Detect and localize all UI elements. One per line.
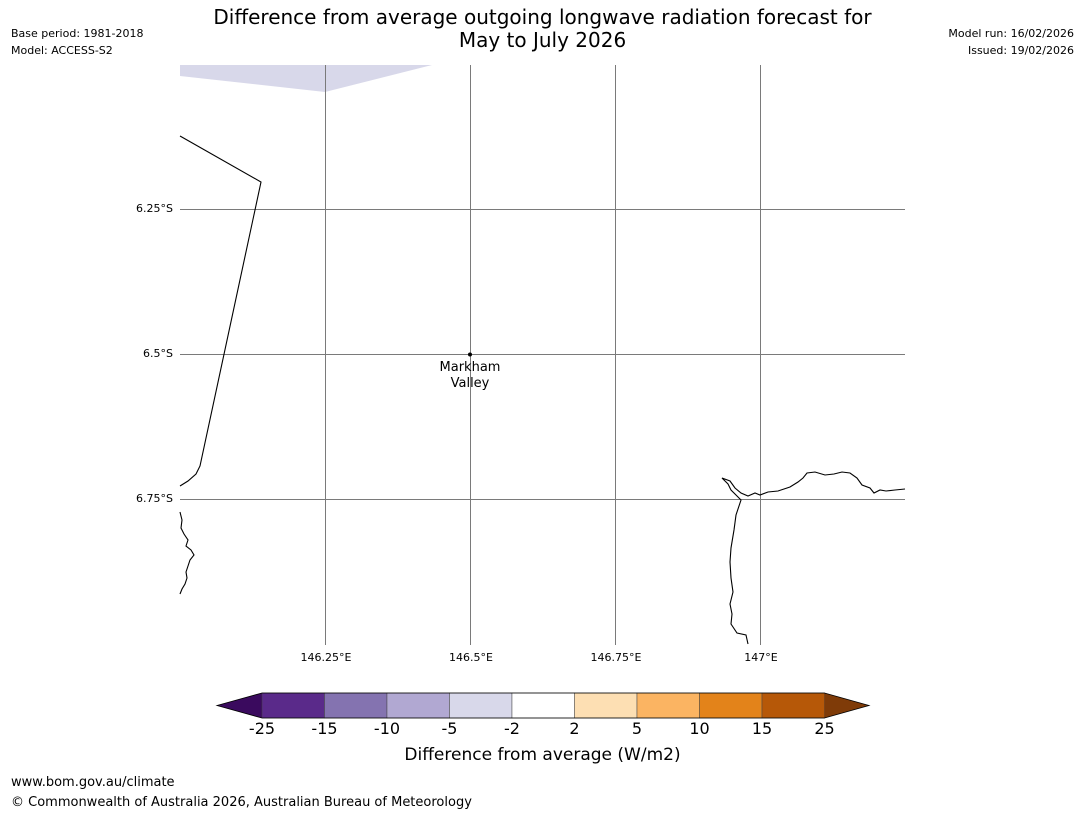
colorbar-segment xyxy=(636,692,700,719)
coastlines xyxy=(179,135,906,645)
footer-url[interactable]: www.bom.gov.au/climate xyxy=(11,775,175,790)
colorbar-tick-label: -2 xyxy=(504,719,520,738)
colorbar-tick-label: -25 xyxy=(248,719,276,738)
colorbar-tick-label: -15 xyxy=(311,719,338,738)
colorbar-segment xyxy=(324,692,388,719)
place-line-2: Valley xyxy=(450,376,490,391)
gridlines xyxy=(180,65,905,645)
colorbar-tick-label: 5 xyxy=(631,719,643,738)
border-line xyxy=(179,135,262,487)
colorbar-outline xyxy=(215,692,871,719)
coastline-west xyxy=(179,511,195,595)
colorbar-segment xyxy=(386,692,450,719)
title-line-2: May to July 2026 xyxy=(458,28,627,52)
lon-label: 147°E xyxy=(744,651,778,664)
colorbar-segment xyxy=(574,692,638,719)
place-line-1: Markham xyxy=(439,360,501,375)
colorbar-tick-label: -10 xyxy=(373,719,401,738)
title-line-1: Difference from average outgoing longwav… xyxy=(213,5,872,29)
lat-label: 6.25°S xyxy=(136,202,173,215)
markham-valley-point xyxy=(468,352,472,357)
model-run: Model run: 16/02/2026 xyxy=(948,27,1074,40)
colorbar-extend-max xyxy=(824,693,869,718)
lon-label: 146.25°E xyxy=(300,651,352,664)
colorbar-segment xyxy=(449,692,513,719)
base-period: Base period: 1981-2018 xyxy=(11,27,144,40)
colorbar-tick-label: -5 xyxy=(441,719,458,738)
colorbar-extend-min xyxy=(217,693,262,718)
issued-date: Issued: 19/02/2026 xyxy=(967,44,1074,57)
lon-label: 146.75°E xyxy=(590,651,642,664)
colorbar-label: Difference from average (W/m2) xyxy=(404,745,681,765)
colorbar-tick-label: 15 xyxy=(751,719,773,738)
lat-label: 6.5°S xyxy=(143,347,173,360)
colorbar-segment xyxy=(261,692,325,719)
meta-left: Base period: 1981-2018 Model: ACCESS-S2 xyxy=(11,25,143,59)
meta-right: Model run: 16/02/2026 Issued: 19/02/2026 xyxy=(948,25,1074,59)
coastline-east xyxy=(721,471,906,645)
colorbar-segment xyxy=(699,692,763,719)
colorbar-tick-label: 25 xyxy=(814,719,835,738)
model-name: Model: ACCESS-S2 xyxy=(11,44,113,57)
footer-copyright: © Commonwealth of Australia 2026, Austra… xyxy=(11,795,472,810)
colorbar-tick-label: 2 xyxy=(569,719,580,738)
colorbar-tick-label: 10 xyxy=(689,719,710,738)
anomaly-shading xyxy=(180,65,432,92)
place-label: Markham Valley xyxy=(410,360,530,392)
colorbar-segment xyxy=(761,692,825,719)
colorbar-segment xyxy=(511,692,575,719)
chart-title: Difference from average outgoing longwav… xyxy=(0,6,1085,52)
lon-label: 146.5°E xyxy=(449,651,493,664)
lat-label: 6.75°S xyxy=(136,492,173,505)
